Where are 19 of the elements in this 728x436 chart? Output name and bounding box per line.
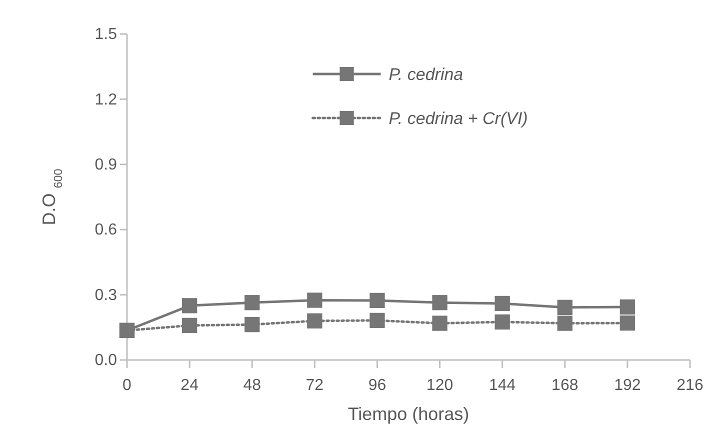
x-tick-label: 192 <box>614 377 641 394</box>
y-tick-label: 0.0 <box>94 352 118 370</box>
x-axis-title: Tiempo (horas) <box>348 404 470 424</box>
x-tick-label: 168 <box>552 377 578 394</box>
x-tick-label: 96 <box>368 377 386 394</box>
x-tick-label: 144 <box>488 377 516 394</box>
x-tick-label: 48 <box>243 377 262 394</box>
x-tick-label: 72 <box>306 377 324 394</box>
y-tick-label: 1.2 <box>94 91 118 108</box>
x-tick-label: 120 <box>426 377 454 394</box>
legend-label: P. cedrina + Cr(VI) <box>388 109 528 128</box>
y-tick-label: 0.3 <box>94 286 118 304</box>
legend-label: P. cedrina <box>388 65 464 84</box>
y-tick-label: 0.9 <box>94 156 118 174</box>
x-tick-label: 216 <box>676 377 704 394</box>
y-tick-label: 1.5 <box>94 26 118 44</box>
y-tick-label: 0.6 <box>94 222 118 239</box>
x-tick-label: 0 <box>122 377 132 394</box>
x-tick-label: 24 <box>180 377 199 394</box>
